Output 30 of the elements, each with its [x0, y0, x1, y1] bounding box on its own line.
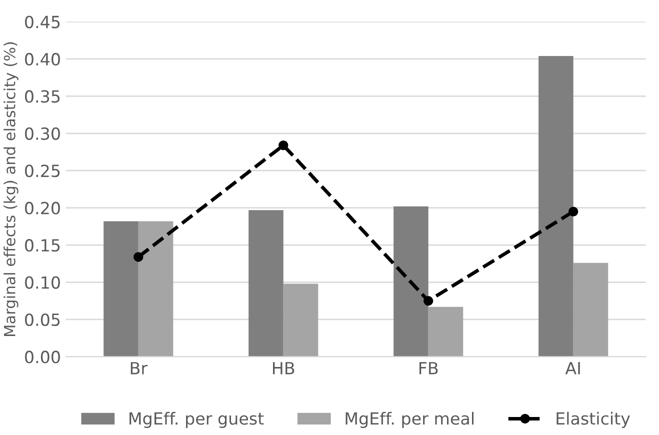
bar [283, 284, 318, 357]
y-tick-label: 0.20 [25, 202, 60, 214]
bar [138, 221, 174, 357]
bar [104, 221, 138, 357]
point [423, 296, 434, 306]
legend-label: MgEff. per guest [130, 412, 264, 428]
point [278, 140, 288, 150]
point [134, 252, 144, 262]
bar [248, 210, 284, 357]
point [568, 206, 578, 216]
legend-label: MgEff. per meal [346, 412, 474, 428]
bar [394, 206, 428, 357]
y-tick-label: 0.15 [25, 239, 60, 252]
x-tick-label: FB [419, 362, 438, 374]
x-tick-label: Br [130, 362, 148, 374]
bar [428, 306, 464, 357]
y-tick-label: 0.05 [25, 313, 60, 326]
y-tick-label: 0.35 [25, 90, 60, 103]
y-tick-label: 0.40 [25, 52, 60, 66]
bar [573, 262, 608, 357]
legend-label: Elasticity [556, 412, 630, 428]
y-tick-label: 0.25 [25, 164, 60, 178]
y-axis-title: Marginal effects (kg) and elasticity (%) [4, 42, 18, 336]
bar [538, 56, 574, 357]
y-tick-label: 0.30 [25, 127, 60, 140]
x-tick-label: AI [565, 362, 580, 374]
y-tick-label: 0.00 [25, 350, 60, 364]
y-tick-label: 0.10 [25, 276, 60, 289]
x-tick-label: HB [273, 362, 294, 374]
y-tick-label: 0.45 [25, 16, 60, 28]
